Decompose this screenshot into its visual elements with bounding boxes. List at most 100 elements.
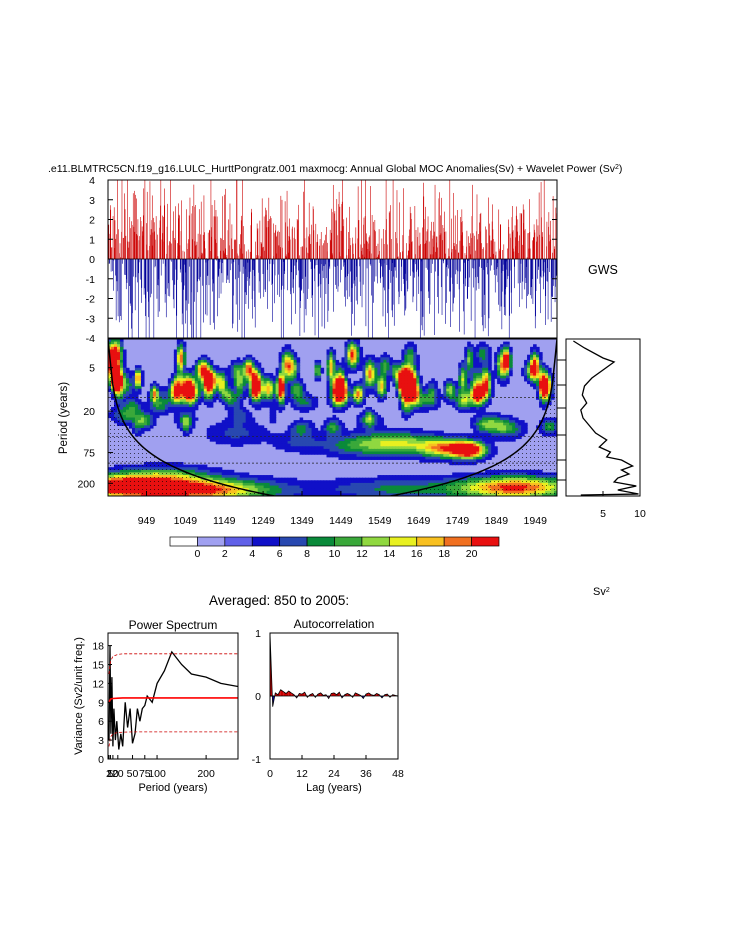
wavelet-cell	[347, 388, 352, 392]
wavelet-cell	[296, 425, 301, 429]
wavelet-cell	[236, 414, 241, 419]
wavelet-cell	[461, 451, 465, 455]
wavelet-cell	[470, 359, 474, 364]
wavelet-cell	[218, 393, 223, 398]
wavelet-cell	[416, 373, 420, 377]
wavelet-cell	[230, 375, 235, 379]
wavelet-cell	[380, 391, 384, 395]
wavelet-cell	[200, 378, 205, 382]
wavelet-cell	[413, 354, 417, 358]
wavelet-cell	[179, 414, 184, 419]
wavelet-cell	[395, 430, 399, 434]
wavelet-cell	[108, 365, 112, 369]
wavelet-cell	[434, 396, 438, 400]
wavelet-cell	[404, 427, 408, 432]
wavelet-cell	[479, 399, 483, 403]
wavelet-cell	[113, 375, 118, 379]
wavelet-cell	[542, 367, 546, 371]
wavelet-cell	[383, 430, 387, 434]
wavelet-cell	[392, 373, 396, 377]
wavelet-cell	[509, 357, 513, 361]
wavelet-cell	[506, 435, 510, 440]
wavelet-cell	[245, 354, 250, 358]
wavelet-cell	[299, 433, 304, 437]
wavelet-cell	[167, 409, 172, 413]
wavelet-cell	[539, 362, 543, 366]
wavelet-cell	[281, 346, 286, 351]
wavelet-cell	[284, 435, 289, 440]
wavelet-cell	[518, 427, 522, 432]
wavelet-cell	[245, 438, 250, 442]
wavelet-cell	[332, 391, 337, 395]
wavelet-cell	[140, 401, 145, 406]
wavelet-cell	[131, 396, 136, 400]
wavelet-cell	[494, 422, 498, 426]
wavelet-cell	[221, 391, 226, 395]
wavelet-cell	[365, 443, 370, 447]
wavelet-cell	[413, 346, 417, 351]
wavelet-cell	[389, 441, 393, 445]
wavelet-cell	[221, 370, 226, 374]
wavelet-cell	[503, 375, 507, 379]
wavelet-cell	[356, 365, 361, 369]
wavelet-cell	[383, 443, 387, 447]
wavelet-cell	[269, 373, 274, 377]
wavelet-cell	[362, 359, 367, 364]
wavelet-cell	[182, 399, 187, 403]
wavelet-cell	[548, 375, 552, 379]
wavelet-cell	[320, 451, 325, 455]
wavelet-cell	[476, 446, 480, 450]
wavelet-cell	[371, 388, 376, 392]
wavelet-cell	[108, 341, 112, 345]
wavelet-cell	[179, 344, 184, 348]
wavelet-cell	[368, 422, 373, 426]
wavelet-cell	[494, 448, 498, 453]
wavelet-cell	[239, 383, 244, 387]
wavelet-cell	[191, 420, 196, 424]
wavelet-cell	[176, 393, 181, 398]
wavelet-cell	[353, 380, 358, 385]
wavelet-cell	[119, 404, 124, 408]
wavelet-cell	[542, 362, 546, 366]
wavelet-cell	[512, 420, 516, 424]
wavelet-cell	[215, 391, 220, 395]
wavelet-cell	[134, 430, 139, 434]
wavelet-cell	[191, 407, 196, 411]
wavelet-cell	[203, 378, 208, 382]
wavelet-cell	[323, 446, 328, 450]
wavelet-cell	[473, 433, 477, 437]
wavelet-cell	[551, 391, 555, 395]
wavelet-cell	[500, 378, 504, 382]
wavelet-cell	[287, 393, 292, 398]
wavelet-cell	[143, 420, 148, 424]
wavelet-cell	[455, 393, 459, 398]
wavelet-cell	[230, 433, 235, 437]
wavelet-cell	[353, 344, 358, 348]
wavelet-cell	[395, 393, 399, 398]
wavelet-cell	[245, 365, 250, 369]
wavelet-cell	[404, 399, 408, 403]
wavelet-cell	[290, 388, 295, 392]
wavelet-cell	[155, 396, 160, 400]
wavelet-cell	[245, 427, 250, 432]
wavelet-cell	[116, 354, 121, 358]
wavelet-cell	[362, 357, 367, 361]
wavelet-cell	[476, 370, 480, 374]
wavelet-cell	[299, 448, 304, 453]
wavelet-cell	[140, 422, 145, 426]
wavelet-cell	[119, 339, 124, 343]
wavelet-cell	[551, 430, 555, 434]
wavelet-cell	[185, 370, 190, 374]
wavelet-cell	[431, 404, 435, 408]
wavelet-cell	[275, 446, 280, 450]
wavelet-cell	[530, 354, 534, 358]
wavelet-cell	[329, 396, 334, 400]
wavelet-cell	[494, 373, 498, 377]
wavelet-cell	[545, 391, 549, 395]
wavelet-cell	[419, 401, 423, 406]
wavelet-cell	[413, 359, 417, 364]
wavelet-cell	[200, 370, 205, 374]
wavelet-cell	[491, 443, 495, 447]
wavelet-cell	[350, 451, 355, 455]
wavelet-cell	[248, 422, 253, 426]
